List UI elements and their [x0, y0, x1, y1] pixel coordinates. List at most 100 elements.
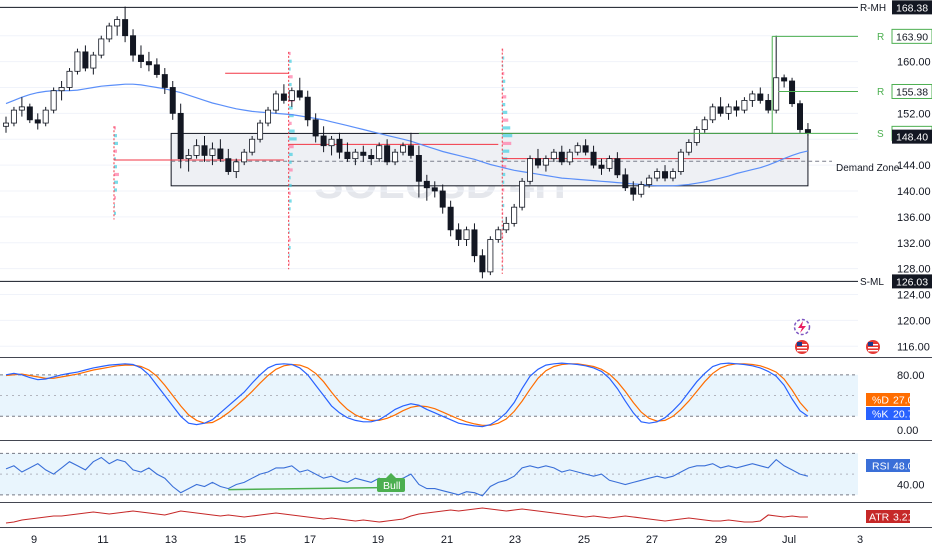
candle-down[interactable] [797, 103, 804, 130]
candle-up[interactable] [10, 109, 17, 124]
candle-down[interactable] [169, 87, 176, 114]
candle-up[interactable] [685, 142, 692, 153]
candle-down[interactable] [781, 77, 788, 82]
candle-up[interactable] [98, 38, 105, 56]
price-axis[interactable]: 160.00 152.00 144.00 140.00 136.00 132.00 128.… [897, 57, 931, 354]
candle-up[interactable] [193, 145, 200, 156]
candle-down[interactable] [34, 119, 41, 124]
candle-up[interactable] [709, 106, 716, 121]
candle-down[interactable] [130, 35, 137, 56]
candle-up[interactable] [392, 151, 399, 163]
candle-down[interactable] [757, 93, 764, 101]
candle-up[interactable] [463, 229, 470, 240]
candle-down[interactable] [145, 61, 152, 66]
candle-up[interactable] [677, 151, 684, 172]
candle-up[interactable] [741, 100, 748, 111]
candle-down[interactable] [122, 19, 129, 37]
candle-up[interactable] [241, 151, 248, 163]
candle-down[interactable] [344, 151, 351, 160]
candle-up[interactable] [50, 90, 57, 111]
candle-down[interactable] [336, 138, 343, 153]
candle-down[interactable] [479, 255, 486, 273]
candle-down[interactable] [534, 158, 541, 166]
lightning-event-icon[interactable] [793, 318, 811, 336]
candle-down[interactable] [439, 190, 446, 208]
candle-up[interactable] [646, 177, 653, 185]
candle-down[interactable] [407, 145, 414, 156]
candle-up[interactable] [66, 70, 73, 88]
candle-up[interactable] [773, 77, 780, 111]
candle-up[interactable] [638, 184, 645, 195]
candle-up[interactable] [749, 93, 756, 101]
candle-down[interactable] [598, 164, 605, 169]
candle-down[interactable] [201, 145, 208, 156]
candle-down[interactable] [26, 106, 33, 121]
candle-up[interactable] [58, 87, 65, 92]
candle-down[interactable] [415, 155, 422, 182]
candle-down[interactable] [304, 96, 311, 121]
candle-down[interactable] [558, 151, 565, 163]
candle-down[interactable] [368, 155, 375, 160]
candle-up[interactable] [701, 119, 708, 130]
candle-up[interactable] [542, 158, 549, 166]
candle-up[interactable] [249, 138, 256, 153]
candle-up[interactable] [606, 158, 613, 169]
candle-down[interactable] [455, 229, 462, 240]
us-flag-event-icon[interactable] [866, 340, 880, 354]
candle-up[interactable] [669, 171, 676, 179]
candle-down[interactable] [471, 229, 478, 257]
candle-down[interactable] [789, 80, 796, 105]
candle-up[interactable] [574, 145, 581, 153]
candle-up[interactable] [3, 122, 9, 127]
candle-down[interactable] [137, 54, 144, 62]
candle-up[interactable] [519, 180, 526, 208]
candle-up[interactable] [185, 155, 192, 160]
candle-down[interactable] [217, 148, 224, 160]
candle-up[interactable] [352, 151, 359, 160]
candle-down[interactable] [177, 112, 184, 160]
candle-up[interactable] [265, 109, 272, 124]
candle-up[interactable] [257, 122, 264, 140]
candle-down[interactable] [320, 135, 327, 147]
candle-down[interactable] [384, 145, 391, 163]
candle-up[interactable] [693, 129, 700, 143]
candle-up[interactable] [42, 109, 49, 124]
candle-down[interactable] [312, 119, 319, 137]
candle-down[interactable] [804, 129, 811, 134]
candle-down[interactable] [153, 64, 160, 75]
candle-up[interactable] [376, 145, 383, 160]
candle-up[interactable] [90, 54, 97, 69]
candle-up[interactable] [18, 106, 25, 111]
candle-up[interactable] [725, 106, 732, 114]
candle-down[interactable] [717, 106, 724, 114]
candle-down[interactable] [280, 93, 287, 101]
candle-up[interactable] [503, 222, 510, 231]
candle-down[interactable] [622, 174, 629, 189]
candle-up[interactable] [399, 145, 406, 153]
candle-up[interactable] [233, 161, 240, 172]
candle-up[interactable] [511, 206, 518, 224]
candle-up[interactable] [114, 19, 121, 27]
candle-up[interactable] [654, 171, 661, 179]
candle-down[interactable] [590, 151, 597, 166]
us-flag-event-icon[interactable] [795, 340, 809, 354]
candle-down[interactable] [765, 100, 772, 111]
candle-down[interactable] [733, 106, 740, 111]
candle-down[interactable] [431, 187, 438, 192]
candle-up[interactable] [487, 239, 494, 273]
candle-down[interactable] [161, 74, 168, 88]
candle-down[interactable] [630, 187, 637, 195]
candle-up[interactable] [550, 151, 557, 160]
candle-down[interactable] [447, 206, 454, 231]
candle-down[interactable] [614, 158, 621, 176]
candle-down[interactable] [582, 145, 589, 153]
candle-up[interactable] [566, 151, 573, 163]
candle-down[interactable] [225, 158, 232, 172]
candle-up[interactable] [288, 90, 295, 101]
time-axis[interactable]: 9 11 13 15 17 19 21 23 25 27 29 Jul 3 [31, 534, 863, 546]
candle-up[interactable] [495, 229, 502, 240]
candle-down[interactable] [423, 180, 430, 189]
candle-up[interactable] [106, 25, 113, 40]
candle-up[interactable] [527, 158, 534, 182]
